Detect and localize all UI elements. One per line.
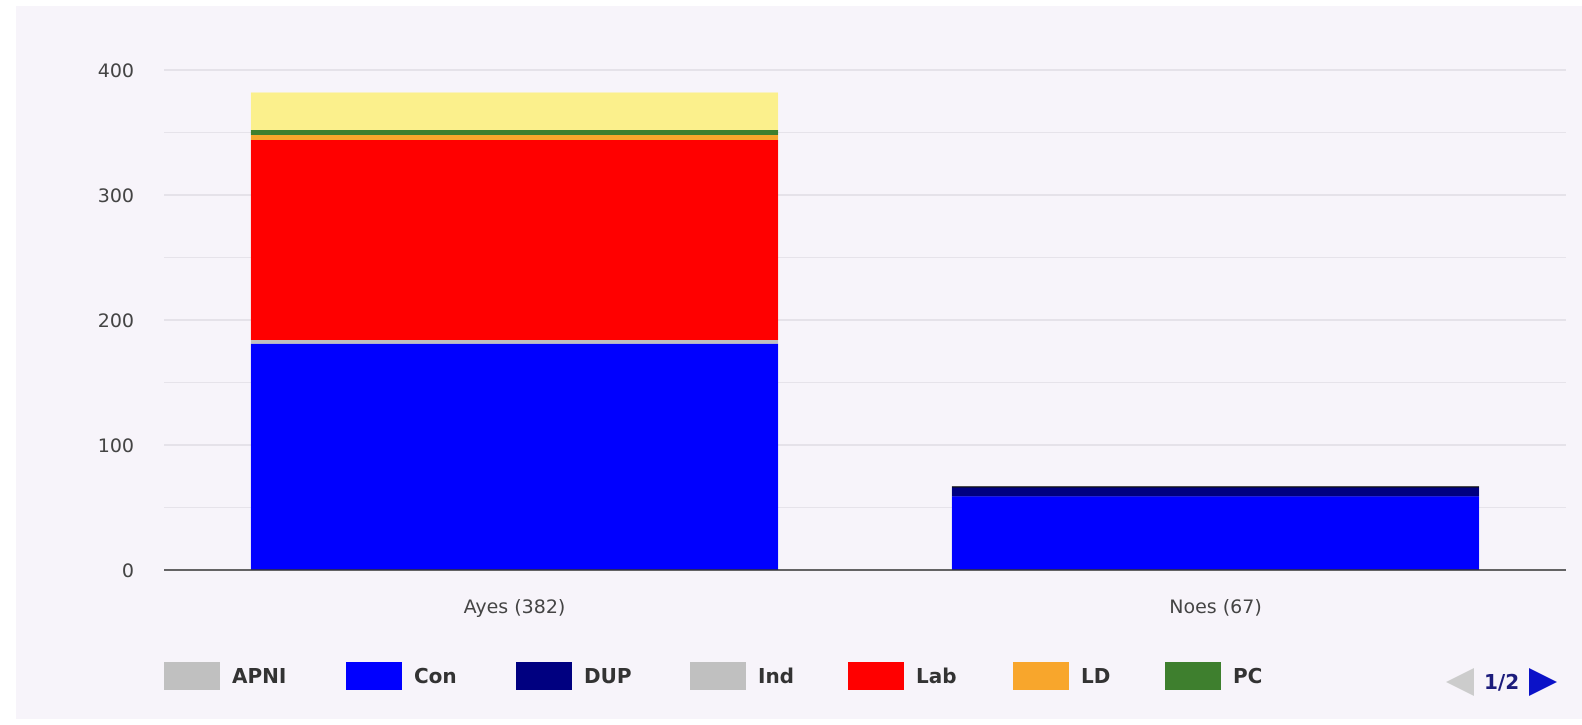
bar-segment [250, 140, 779, 340]
pager-next-arrow-icon[interactable] [1529, 668, 1558, 696]
legend: APNI Con DUP Ind Lab LD PC [0, 660, 1582, 692]
legend-label-ind: Ind [758, 664, 794, 688]
legend-label-pc: PC [1233, 664, 1263, 688]
pager-page-indicator: 1/2 [1484, 670, 1520, 694]
bar-segment [250, 92, 779, 130]
bar-segment [951, 486, 1480, 488]
y-tick-label: 400 [98, 60, 134, 82]
y-tick-label: 200 [98, 310, 134, 332]
legend-item-apni[interactable]: APNI [164, 660, 286, 692]
y-tick-label: 0 [122, 560, 134, 582]
bar-segment [250, 130, 779, 135]
x-category-label: Noes (67) [1169, 596, 1261, 618]
bar-chart: 0 100 200 300 400 Ayes (382) Noes (67) [98, 60, 1566, 618]
bar-segment [250, 343, 779, 570]
legend-label-dup: DUP [584, 664, 632, 688]
legend-pager: 1/2 [1446, 666, 1558, 698]
legend-item-pc[interactable]: PC [1165, 660, 1262, 692]
pager-prev-arrow-icon[interactable] [1446, 668, 1474, 696]
legend-item-dup[interactable]: DUP [516, 660, 632, 692]
bar-segment [250, 340, 779, 343]
bar-segment [951, 487, 1480, 497]
x-category-label: Ayes (382) [464, 596, 566, 618]
bar-segment [250, 135, 779, 140]
legend-swatch-ind [690, 662, 746, 690]
legend-label-apni: APNI [232, 664, 287, 688]
y-tick-label: 300 [98, 185, 134, 207]
legend-swatch-ld [1013, 662, 1069, 690]
legend-label-con: Con [414, 664, 457, 688]
legend-label-ld: LD [1081, 664, 1111, 688]
legend-item-lab[interactable]: Lab [848, 660, 957, 692]
legend-item-ind[interactable]: Ind [690, 660, 794, 692]
legend-item-con[interactable]: Con [346, 660, 457, 692]
legend-swatch-dup [516, 662, 572, 690]
bar-segment [951, 496, 1480, 570]
legend-swatch-con [346, 662, 402, 690]
legend-swatch-lab [848, 662, 904, 690]
legend-label-lab: Lab [916, 664, 957, 688]
legend-item-ld[interactable]: LD [1013, 660, 1110, 692]
legend-swatch-pc [1165, 662, 1221, 690]
bar-segment [250, 342, 779, 344]
y-tick-label: 100 [98, 435, 134, 457]
legend-swatch-apni [164, 662, 220, 690]
